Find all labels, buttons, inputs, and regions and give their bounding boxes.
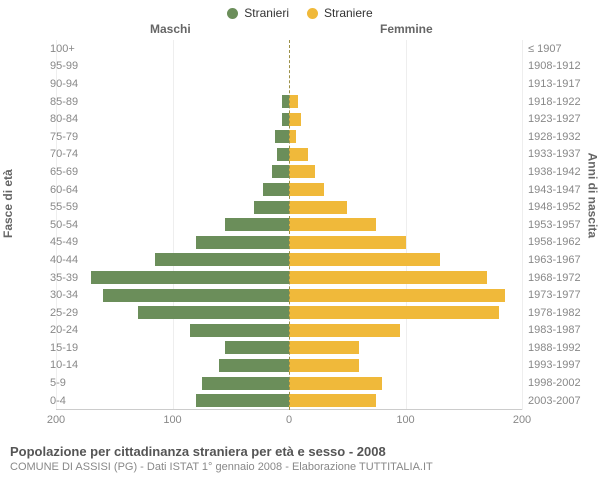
plot-area: 100+≤ 190795-991908-191290-941913-191785… bbox=[56, 40, 522, 410]
bar-female bbox=[289, 183, 324, 196]
legend-item-female: Straniere bbox=[307, 6, 373, 20]
bar-female bbox=[289, 236, 406, 249]
x-tick-label: 200 bbox=[513, 414, 531, 426]
chart: Fasce di età Anni di nascita 100+≤ 19079… bbox=[0, 40, 600, 436]
column-headers: Maschi Femmine bbox=[0, 22, 600, 40]
y-axis-left-title: Fasce di età bbox=[1, 169, 15, 238]
bar-male bbox=[103, 289, 289, 302]
x-tick-label: 100 bbox=[396, 414, 414, 426]
bar-female bbox=[289, 95, 298, 108]
legend: Stranieri Straniere bbox=[0, 0, 600, 22]
bar-male bbox=[282, 113, 289, 126]
chart-source: COMUNE DI ASSISI (PG) - Dati ISTAT 1° ge… bbox=[10, 461, 590, 473]
bar-female bbox=[289, 271, 487, 284]
bar-male bbox=[219, 359, 289, 372]
bar-female bbox=[289, 130, 296, 143]
female-swatch-icon bbox=[307, 8, 318, 19]
bar-male bbox=[196, 394, 289, 407]
bar-female bbox=[289, 359, 359, 372]
bar-female bbox=[289, 289, 505, 302]
x-tick-label: 0 bbox=[286, 414, 292, 426]
bar-male bbox=[254, 201, 289, 214]
footer: Popolazione per cittadinanza straniera p… bbox=[0, 436, 600, 473]
bar-female bbox=[289, 306, 499, 319]
bar-male bbox=[202, 377, 289, 390]
x-tick-label: 100 bbox=[163, 414, 181, 426]
bar-male bbox=[277, 148, 289, 161]
legend-item-male: Stranieri bbox=[227, 6, 289, 20]
y-axis-right-title: Anni di nascita bbox=[585, 153, 599, 238]
bar-female bbox=[289, 148, 308, 161]
bar-female bbox=[289, 394, 376, 407]
bar-female bbox=[289, 218, 376, 231]
bar-female bbox=[289, 253, 440, 266]
grid-line bbox=[522, 40, 523, 410]
center-axis-line bbox=[289, 40, 290, 410]
bar-male bbox=[263, 183, 289, 196]
header-female: Femmine bbox=[380, 22, 433, 36]
bar-male bbox=[138, 306, 289, 319]
bar-male bbox=[155, 253, 289, 266]
bar-female bbox=[289, 341, 359, 354]
bar-female bbox=[289, 201, 347, 214]
x-axis: 2001000100200 bbox=[56, 409, 522, 436]
legend-male-label: Stranieri bbox=[244, 6, 289, 20]
bar-male bbox=[225, 218, 289, 231]
bar-female bbox=[289, 113, 301, 126]
bar-female bbox=[289, 377, 382, 390]
bar-male bbox=[225, 341, 289, 354]
bar-female bbox=[289, 165, 315, 178]
bar-male bbox=[91, 271, 289, 284]
bar-male bbox=[272, 165, 289, 178]
chart-title: Popolazione per cittadinanza straniera p… bbox=[10, 444, 590, 459]
x-tick-label: 200 bbox=[47, 414, 65, 426]
legend-female-label: Straniere bbox=[324, 6, 373, 20]
male-swatch-icon bbox=[227, 8, 238, 19]
bar-male bbox=[190, 324, 289, 337]
bar-male bbox=[282, 95, 289, 108]
header-male: Maschi bbox=[150, 22, 191, 36]
bar-male bbox=[196, 236, 289, 249]
bar-female bbox=[289, 324, 400, 337]
bar-male bbox=[275, 130, 289, 143]
